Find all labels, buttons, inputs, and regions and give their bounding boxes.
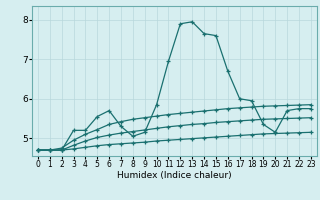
X-axis label: Humidex (Indice chaleur): Humidex (Indice chaleur) <box>117 171 232 180</box>
